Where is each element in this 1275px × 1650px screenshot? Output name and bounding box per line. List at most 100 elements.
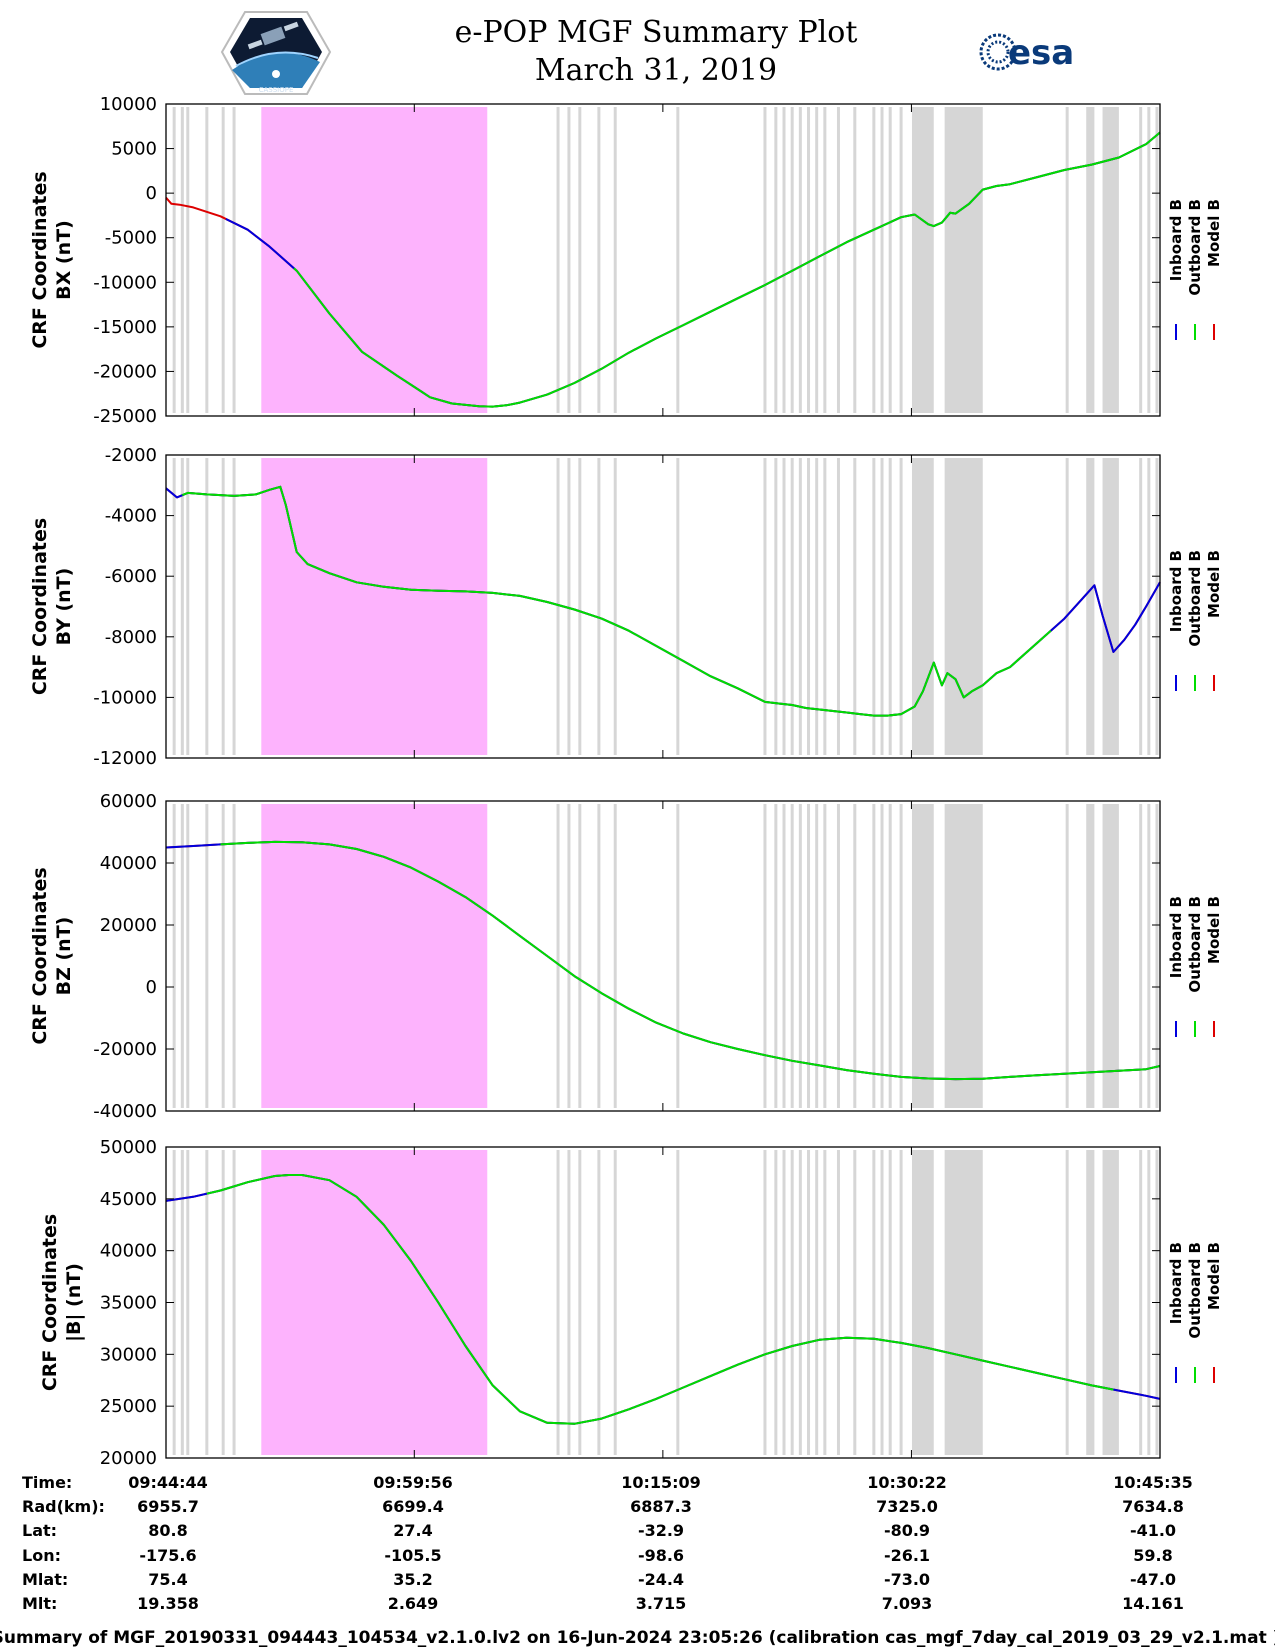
- y-tick-label: 25000: [100, 1396, 157, 1417]
- info-cell: 35.2: [393, 1570, 432, 1589]
- y-tick-label: 0: [146, 183, 157, 204]
- info-cell: 27.4: [393, 1521, 432, 1540]
- info-cell: -41.0: [1130, 1521, 1176, 1540]
- y-tick-label: -8000: [105, 627, 157, 648]
- info-cell: 7634.8: [1122, 1497, 1184, 1516]
- info-cell: 14.161: [1122, 1594, 1184, 1613]
- y-tick-label: 45000: [100, 1189, 157, 1210]
- data-gap-band: [911, 804, 934, 1108]
- y-tick-label: -15000: [93, 317, 157, 338]
- panel-bmag: 50000 45000 40000 35000 30000 25000 20000 CRF C…: [39, 1137, 1223, 1469]
- y-axis-label: CRF Coordinates: [29, 171, 51, 348]
- y-tick-label: 50000: [100, 1137, 157, 1158]
- legend-entry: Outboard B: [1186, 1242, 1204, 1339]
- info-cell: -105.5: [384, 1546, 441, 1565]
- y-tick-label: 40000: [100, 1241, 157, 1262]
- legend-entry: Inboard B: [1167, 896, 1185, 978]
- info-cell: 3.715: [636, 1594, 687, 1613]
- data-gap-band: [944, 804, 983, 1108]
- y-tick-label: -20000: [93, 1039, 157, 1060]
- orbit-info-table: Time: Rad(km): Lat: Lon: Mlat: Mlt: 09:4…: [22, 1473, 1193, 1613]
- highlight-span: [261, 458, 488, 755]
- data-gap-band: [1086, 804, 1095, 1108]
- info-cell: -24.4: [638, 1570, 684, 1589]
- mission-logo-text: CASSIOPE: [259, 86, 294, 94]
- info-column: 09:44:44 6955.7 80.8 -175.6 75.4 19.358: [128, 1473, 208, 1613]
- info-column: 10:45:35 7634.8 -41.0 59.8 -47.0 14.161: [1113, 1473, 1193, 1613]
- info-cell: 10:15:09: [621, 1473, 701, 1492]
- info-row-label: Rad(km):: [22, 1497, 105, 1516]
- info-cell: -175.6: [139, 1546, 196, 1565]
- y-tick-label: -40000: [93, 1101, 157, 1122]
- legend-entry: Model B: [1205, 896, 1223, 964]
- info-cell: 7.093: [882, 1594, 933, 1613]
- legend-entry: Outboard B: [1186, 896, 1204, 993]
- data-gap-band: [1102, 1150, 1119, 1455]
- y-tick-label: 20000: [100, 915, 157, 936]
- info-cell: 6887.3: [630, 1497, 692, 1516]
- legend-entry: Model B: [1205, 1242, 1223, 1310]
- info-cell: -26.1: [884, 1546, 930, 1565]
- esa-logo: esa: [979, 33, 1074, 73]
- legend-entry: Model B: [1205, 199, 1223, 267]
- y-axis-unit-label: BX (nT): [53, 220, 75, 300]
- y-tick-label: 30000: [100, 1344, 157, 1365]
- y-axis-label: CRF Coordinates: [29, 518, 51, 695]
- y-tick-label: -5000: [105, 228, 157, 249]
- y-tick-label: 0: [146, 977, 157, 998]
- info-cell: 19.358: [137, 1594, 199, 1613]
- y-tick-label: -25000: [93, 406, 157, 427]
- y-tick-label: 60000: [100, 791, 157, 812]
- info-cell: 10:45:35: [1113, 1473, 1193, 1492]
- info-cell: 09:59:56: [373, 1473, 453, 1492]
- y-tick-label: -2000: [105, 445, 157, 466]
- highlight-span: [261, 804, 488, 1108]
- data-gap-band: [944, 107, 983, 413]
- info-row-label: Mlt:: [22, 1594, 57, 1613]
- y-axis-unit-label: |B| (nT): [63, 1263, 85, 1342]
- info-cell: 80.8: [148, 1521, 187, 1540]
- info-cell: 7325.0: [876, 1497, 938, 1516]
- info-cell: 6699.4: [382, 1497, 444, 1516]
- info-cell: -98.6: [638, 1546, 684, 1565]
- y-tick-label: 5000: [111, 139, 157, 160]
- data-gap-band: [1086, 458, 1095, 755]
- highlight-span: [261, 1150, 488, 1455]
- legend-entry: Outboard B: [1186, 550, 1204, 647]
- mission-logo: CASSIOPE: [220, 11, 332, 95]
- y-tick-label: 10000: [100, 94, 157, 115]
- info-cell: 09:44:44: [128, 1473, 208, 1492]
- info-row-label: Lon:: [22, 1546, 61, 1565]
- y-axis-label: CRF Coordinates: [29, 867, 51, 1044]
- data-gap-band: [1102, 107, 1119, 413]
- legend-entry: Inboard B: [1167, 1242, 1185, 1324]
- footer-summary: Summary of MGF_20190331_094443_104534_v2…: [0, 1628, 1275, 1648]
- highlight-span: [261, 107, 488, 413]
- panel-bx: 10000 5000 0 -5000 -10000 -15000 -20000 -25000 C…: [29, 94, 1223, 427]
- info-cell: 2.649: [388, 1594, 439, 1613]
- data-gap-band: [911, 458, 934, 755]
- header: CASSIOPE e-POP MGF Summary Plot March 31…: [220, 11, 1074, 95]
- legend-entry: Inboard B: [1167, 550, 1185, 632]
- esa-logo-text: esa: [1008, 33, 1074, 73]
- y-tick-label: -6000: [105, 566, 157, 587]
- info-cell: -47.0: [1130, 1570, 1176, 1589]
- legend-entry: Outboard B: [1186, 199, 1204, 296]
- info-column: 10:30:22 7325.0 -80.9 -26.1 -73.0 7.093: [867, 1473, 947, 1613]
- legend-entry: Inboard B: [1167, 199, 1185, 281]
- y-tick-label: 20000: [100, 1448, 157, 1469]
- data-gap-band: [1102, 804, 1119, 1108]
- y-axis-label: CRF Coordinates: [39, 1214, 61, 1391]
- y-axis-unit-label: BZ (nT): [53, 917, 75, 996]
- info-cell: -32.9: [638, 1521, 684, 1540]
- info-cell: -73.0: [884, 1570, 930, 1589]
- y-tick-label: 35000: [100, 1293, 157, 1314]
- page-subtitle-date: March 31, 2019: [535, 53, 777, 88]
- series-line-outboard-b: [220, 840, 1161, 1081]
- data-gap-band: [1102, 458, 1119, 755]
- info-row-label: Lat:: [22, 1521, 57, 1540]
- page-title: e-POP MGF Summary Plot: [455, 15, 858, 50]
- y-tick-label: -10000: [93, 272, 157, 293]
- panel-bz: 60000 40000 20000 0 -20000 -40000 CRF Coordina…: [29, 791, 1223, 1122]
